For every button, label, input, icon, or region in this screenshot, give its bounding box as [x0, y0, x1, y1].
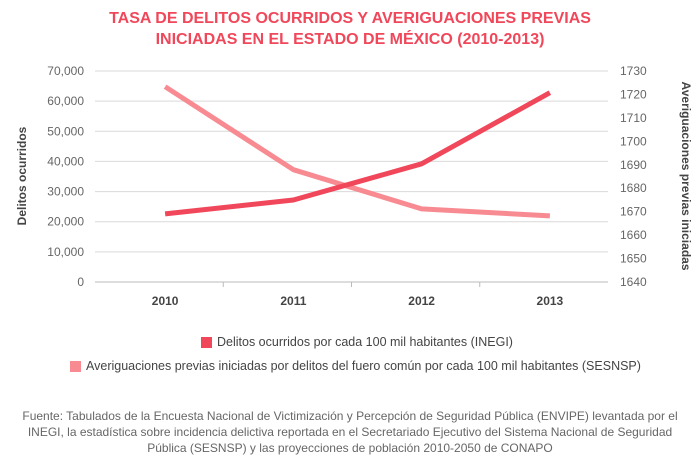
chart-title-line-2: INICIADAS EN EL ESTADO DE MÉXICO (2010-2… [155, 31, 545, 48]
y2-tick-label: 1680 [620, 181, 647, 195]
y-tick-label: 0 [77, 275, 84, 289]
x-tick-label: 2013 [537, 294, 564, 308]
legend-label: Averiguaciones previas iniciadas por del… [86, 359, 641, 373]
y2-axis-title: Averiguaciones previas iniciadas [679, 82, 693, 271]
y2-tick-label: 1710 [620, 111, 647, 125]
y2-tick-label: 1640 [620, 275, 647, 289]
y2-tick-label: 1650 [620, 252, 647, 266]
x-tick-label: 2010 [152, 294, 179, 308]
source-note: Fuente: Tabulados de la Encuesta Naciona… [22, 409, 678, 455]
y2-tick-label: 1670 [620, 205, 647, 219]
y2-tick-label: 1730 [620, 64, 647, 78]
y-tick-label: 10,000 [47, 245, 84, 259]
x-tick-label: 2012 [408, 294, 435, 308]
chart-title-line-1: TASA DE DELITOS OCURRIDOS Y AVERIGUACION… [109, 10, 591, 27]
y-tick-label: 50,000 [47, 124, 84, 138]
legend-swatch [201, 336, 212, 348]
series-line-delitos [164, 90, 552, 217]
y-tick-label: 70,000 [47, 64, 84, 78]
y2-tick-label: 1660 [620, 228, 647, 242]
legend-swatch [70, 360, 81, 372]
legend-item-delitos: Delitos ocurridos por cada 100 mil habit… [201, 335, 513, 349]
legend-label: Delitos ocurridos por cada 100 mil habit… [217, 335, 513, 349]
legend-item-averiguaciones: Averiguaciones previas iniciadas por del… [70, 359, 641, 373]
y-tick-label: 30,000 [47, 185, 84, 199]
series-line-averiguaciones [163, 84, 551, 219]
y-tick-label: 60,000 [47, 94, 84, 108]
y-tick-label: 40,000 [47, 154, 84, 168]
y2-tick-label: 1700 [620, 134, 647, 148]
x-tick-label: 2011 [280, 294, 306, 308]
y-axis-title: Delitos ocurridos [15, 126, 29, 225]
y2-tick-label: 1690 [620, 158, 647, 172]
y-tick-label: 20,000 [47, 215, 84, 229]
y2-tick-label: 1720 [620, 87, 647, 101]
plot-area: 0 10,000 20,000 30,000 40,000 50,000 60,000 70,… [15, 64, 693, 308]
